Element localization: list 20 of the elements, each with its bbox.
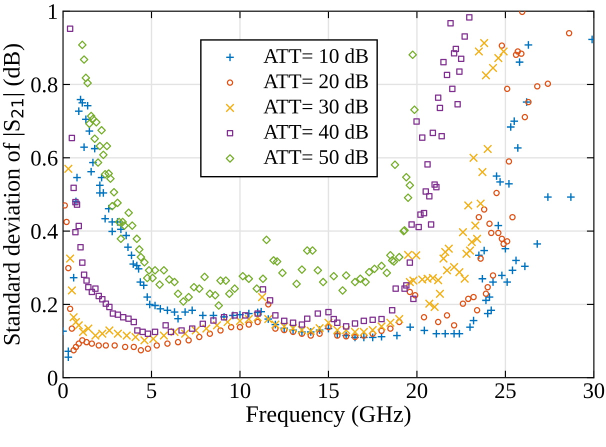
y-tick-label: 1: [49, 4, 57, 19]
y-tick-label: 0.8: [31, 77, 58, 93]
x-axis-title: Frequency (GHz): [246, 406, 410, 427]
legend-label: ATT= 40 dB: [264, 124, 368, 139]
y-tick-label: 0.2: [31, 297, 57, 312]
legend-label: ATT= 30 dB: [264, 98, 368, 114]
x-tick-label: 10: [230, 383, 250, 398]
x-tick-label: 15: [319, 383, 339, 398]
y-tick-label: 0.6: [31, 150, 58, 166]
x-tick-label: 25: [495, 383, 516, 398]
legend-label: ATT= 10 dB: [264, 48, 368, 64]
x-tick-label: 5: [147, 383, 156, 398]
y-tick-label: 0.4: [31, 224, 58, 240]
y-tick-label: 0: [48, 370, 58, 386]
x-tick-label: 20: [406, 383, 428, 398]
x-tick-label: 0: [58, 383, 68, 398]
x-tick-label: 30: [584, 383, 604, 398]
legend-label: ATT= 20 dB: [264, 74, 368, 88]
y-axis-title: Standard deviation of |S$_{21}$| (dB): [2, 44, 25, 344]
legend-label: ATT= 50 dB: [264, 149, 368, 164]
